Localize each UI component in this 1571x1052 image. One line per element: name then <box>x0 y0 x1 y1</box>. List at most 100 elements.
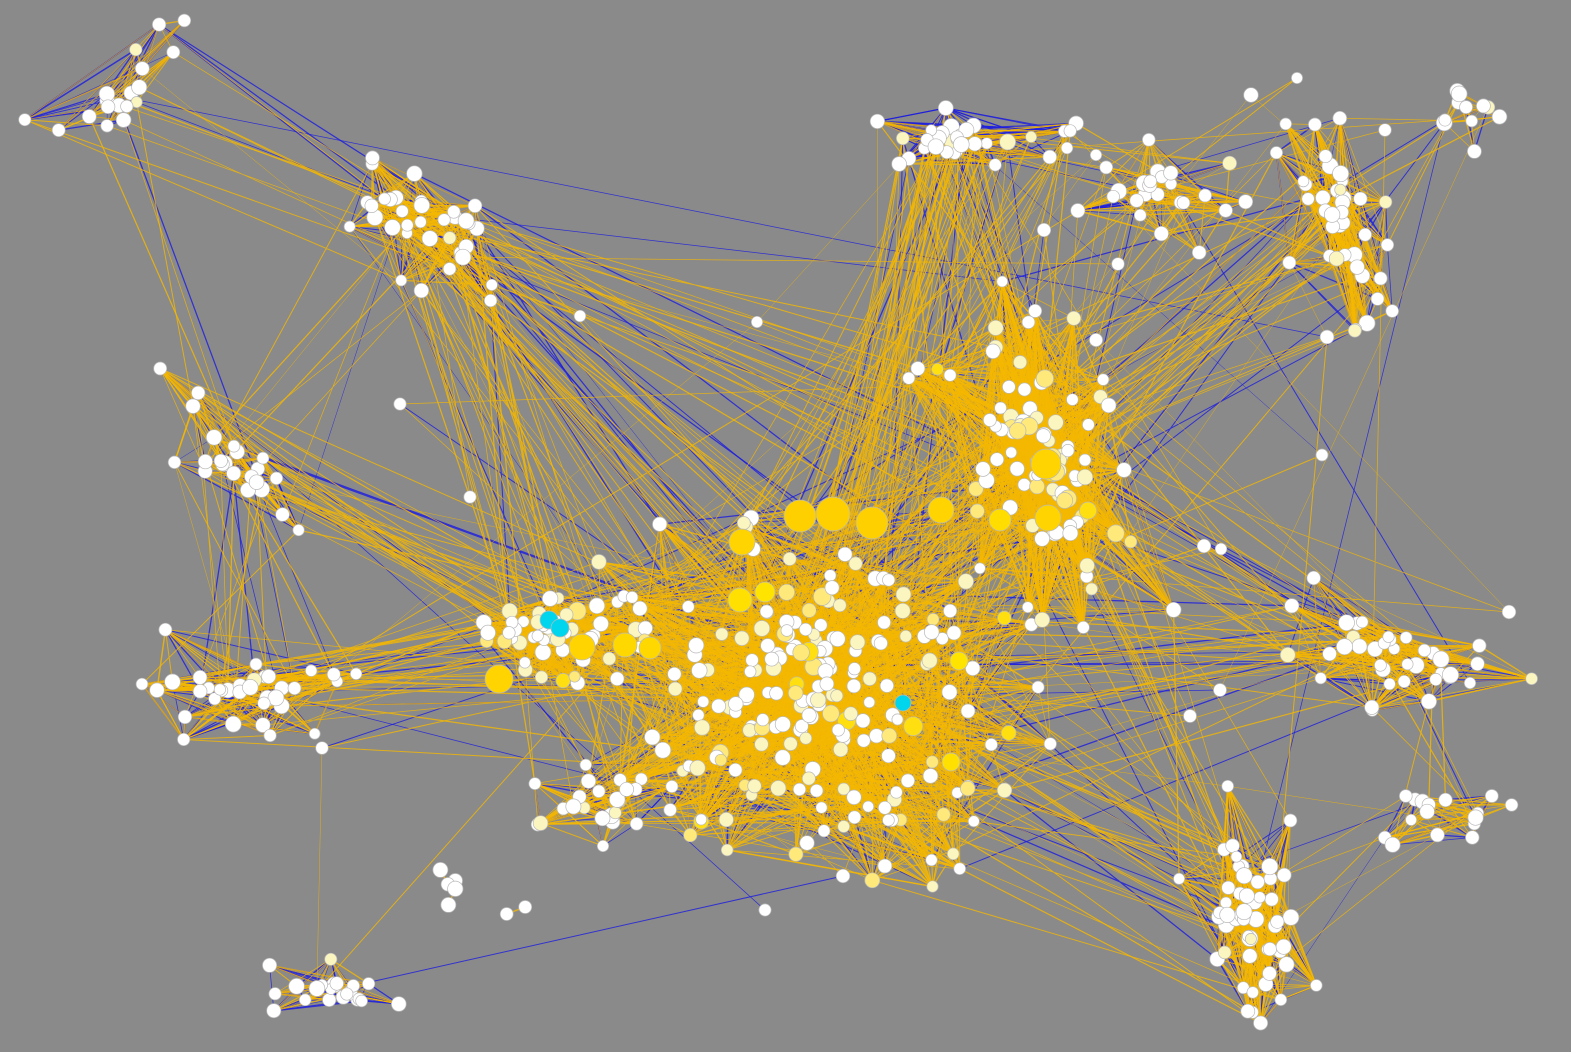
graph-node[interactable] <box>1284 598 1300 614</box>
graph-node[interactable] <box>443 231 457 245</box>
graph-node[interactable] <box>967 815 980 828</box>
graph-node[interactable] <box>1198 188 1212 203</box>
graph-node[interactable] <box>100 119 114 133</box>
graph-node[interactable] <box>960 703 976 719</box>
graph-node[interactable] <box>480 624 496 641</box>
graph-node[interactable] <box>467 198 483 213</box>
graph-node[interactable] <box>1274 993 1288 1006</box>
graph-node[interactable] <box>946 625 962 641</box>
graph-node[interactable] <box>447 880 464 897</box>
graph-node[interactable] <box>1124 535 1138 549</box>
graph-node[interactable] <box>1364 699 1380 715</box>
graph-node[interactable] <box>1282 909 1300 926</box>
graph-node[interactable] <box>365 150 380 166</box>
graph-node[interactable] <box>754 736 769 752</box>
graph-node[interactable] <box>1297 175 1310 188</box>
graph-node[interactable] <box>814 618 828 632</box>
graph-node[interactable] <box>644 729 661 746</box>
graph-node[interactable] <box>1235 867 1253 885</box>
graph-node[interactable] <box>890 785 903 799</box>
graph-node[interactable] <box>1106 189 1120 204</box>
graph-node[interactable] <box>1278 956 1295 973</box>
graph-node[interactable] <box>1525 672 1538 685</box>
graph-node[interactable] <box>191 385 206 401</box>
graph-node[interactable] <box>1261 858 1279 876</box>
graph-node[interactable] <box>1384 836 1401 853</box>
graph-node[interactable] <box>1089 148 1103 162</box>
graph-node[interactable] <box>129 43 143 57</box>
graph-node[interactable] <box>665 780 679 793</box>
graph-node[interactable] <box>608 806 622 820</box>
graph-node[interactable] <box>1275 938 1292 955</box>
graph-node[interactable] <box>1142 133 1156 147</box>
graph-node[interactable] <box>957 573 974 590</box>
graph-node[interactable] <box>728 762 743 778</box>
graph-node[interactable] <box>922 768 939 784</box>
graph-node[interactable] <box>326 667 341 682</box>
graph-node[interactable] <box>837 820 851 833</box>
graph-node[interactable] <box>362 977 376 991</box>
graph-node[interactable] <box>447 205 461 219</box>
graph-node[interactable] <box>248 474 265 490</box>
graph-node[interactable] <box>1250 874 1265 890</box>
graph-node[interactable] <box>322 992 337 1007</box>
graph-node[interactable] <box>329 976 344 991</box>
graph-node[interactable] <box>1279 117 1292 131</box>
graph-node[interactable] <box>943 368 957 382</box>
graph-node[interactable] <box>305 664 318 677</box>
graph-node[interactable] <box>968 481 984 497</box>
graph-node[interactable] <box>242 679 259 696</box>
graph-node[interactable] <box>454 248 472 266</box>
graph-node[interactable] <box>592 784 606 798</box>
graph-node[interactable] <box>984 738 998 752</box>
graph-node[interactable] <box>801 602 817 618</box>
graph-node[interactable] <box>711 698 727 714</box>
graph-node[interactable] <box>256 451 270 465</box>
graph-node[interactable] <box>395 274 408 287</box>
graph-node[interactable] <box>1165 601 1182 618</box>
graph-node[interactable] <box>1191 245 1207 260</box>
graph-node[interactable] <box>594 810 611 827</box>
graph-node[interactable] <box>1467 144 1482 159</box>
graph-node[interactable] <box>275 507 290 522</box>
graph-node[interactable] <box>1238 887 1255 904</box>
graph-node[interactable] <box>1270 914 1285 929</box>
graph-node[interactable] <box>1315 189 1331 206</box>
graph-node[interactable] <box>152 17 167 32</box>
graph-node[interactable] <box>1221 880 1236 895</box>
graph-node[interactable] <box>846 789 862 805</box>
graph-node[interactable] <box>1047 414 1064 431</box>
graph-node[interactable] <box>694 719 711 736</box>
graph-node[interactable] <box>255 717 271 733</box>
graph-node[interactable] <box>608 791 626 808</box>
graph-node[interactable] <box>882 573 896 587</box>
graph-node[interactable] <box>1269 146 1283 160</box>
graph-node-large[interactable] <box>728 528 756 556</box>
graph-node[interactable] <box>787 685 804 701</box>
graph-node[interactable] <box>268 987 282 1001</box>
graph-node[interactable] <box>1420 693 1437 710</box>
graph-node[interactable] <box>742 723 757 738</box>
graph-node[interactable] <box>1243 87 1259 103</box>
graph-node[interactable] <box>249 657 263 671</box>
graph-node[interactable] <box>774 716 791 733</box>
graph-node[interactable] <box>728 696 744 712</box>
graph-node[interactable] <box>518 656 531 669</box>
graph-node-large[interactable] <box>815 496 851 532</box>
graph-node[interactable] <box>759 604 774 619</box>
graph-node-large[interactable] <box>927 496 955 524</box>
graph-node[interactable] <box>164 673 181 691</box>
graph-node[interactable] <box>153 361 168 376</box>
graph-node[interactable] <box>100 99 116 114</box>
graph-node[interactable] <box>734 630 750 646</box>
graph-node[interactable] <box>848 556 863 571</box>
graph-node[interactable] <box>967 136 983 152</box>
graph-node[interactable] <box>1504 798 1519 812</box>
graph-node[interactable] <box>975 461 991 477</box>
graph-node[interactable] <box>1009 461 1025 477</box>
graph-node-large[interactable] <box>727 587 753 613</box>
graph-node[interactable] <box>769 686 784 701</box>
graph-node[interactable] <box>421 230 439 247</box>
graph-node[interactable] <box>205 429 223 446</box>
graph-node[interactable] <box>1042 149 1058 165</box>
